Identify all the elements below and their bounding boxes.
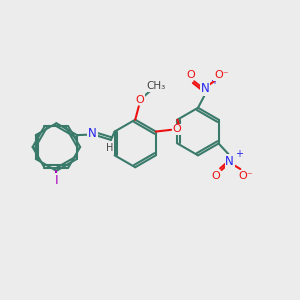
Text: I: I [55,174,58,187]
Text: +: + [211,76,218,86]
Text: N: N [201,82,209,95]
Text: +: + [235,149,243,159]
Text: O: O [136,95,144,105]
Text: N: N [88,127,97,140]
Text: O⁻: O⁻ [214,70,229,80]
Text: O⁻: O⁻ [238,171,253,181]
Text: CH₃: CH₃ [146,81,166,92]
Text: O: O [211,171,220,181]
Text: O: O [172,124,181,134]
Text: H: H [106,143,113,153]
Text: O: O [187,70,195,80]
Text: N: N [225,155,234,168]
